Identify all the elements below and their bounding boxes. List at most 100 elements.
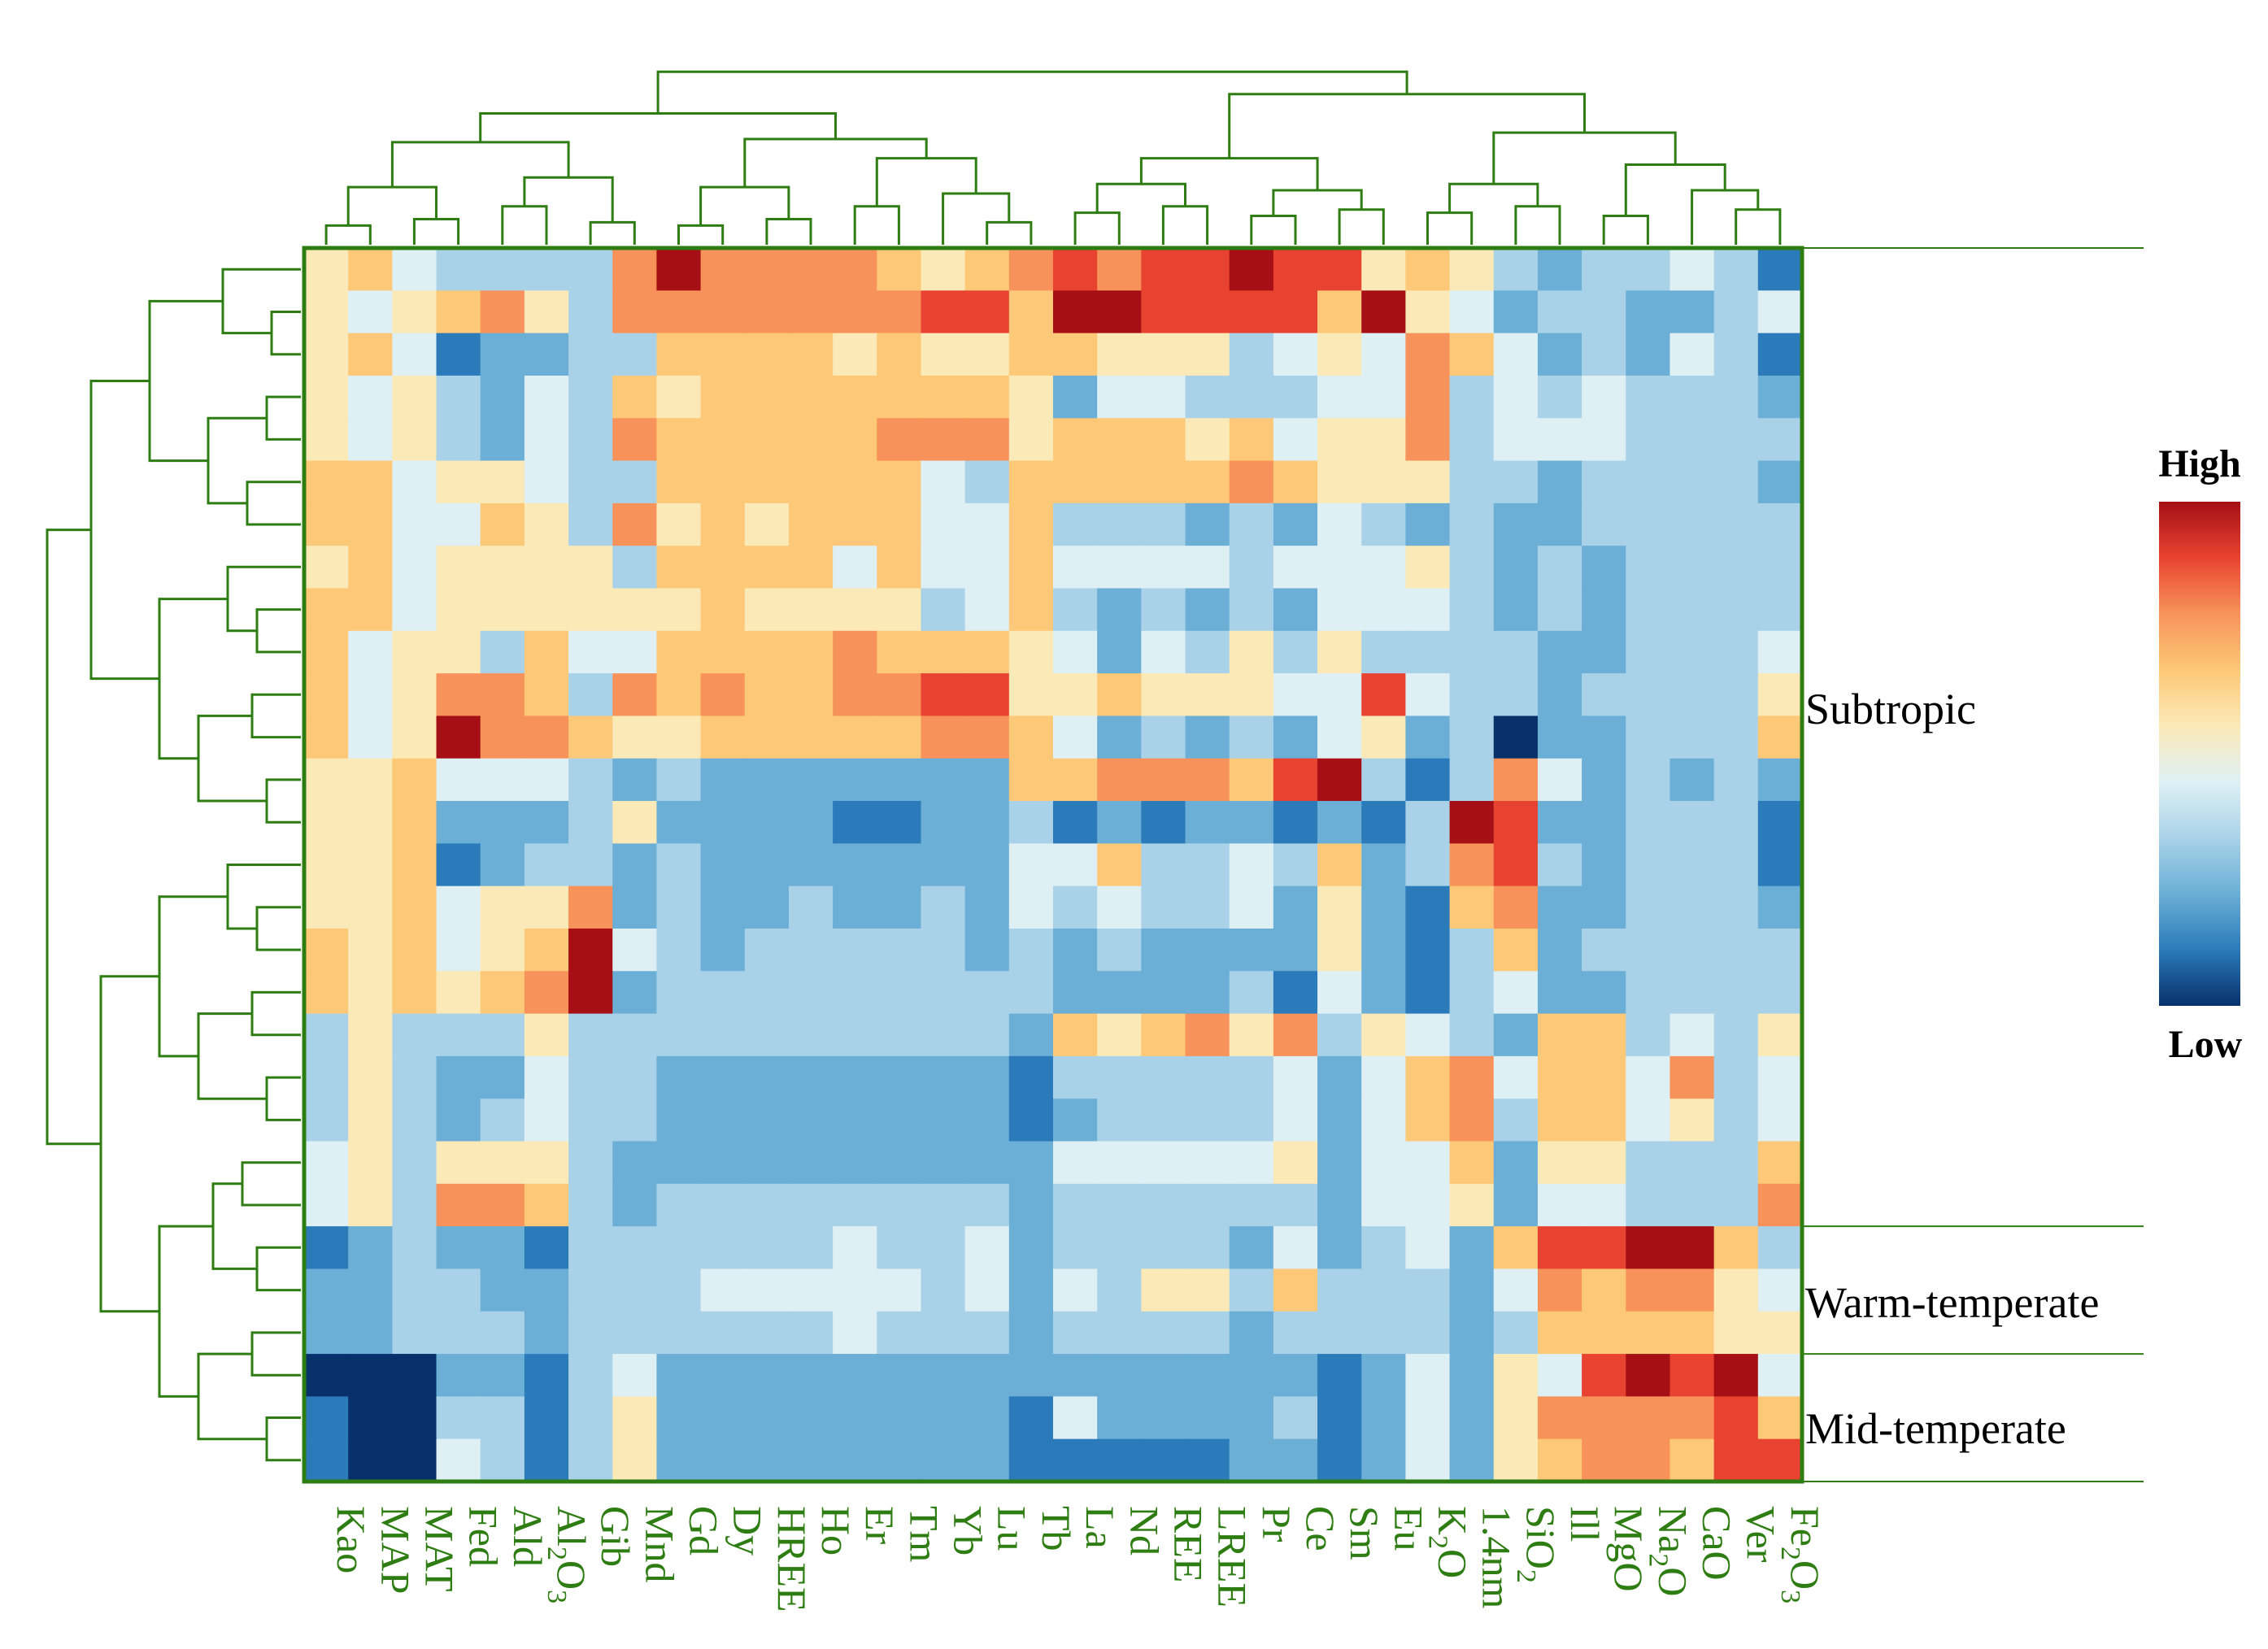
heatmap-cell-r26-Ill: [1537, 1354, 1582, 1397]
heatmap-cell-r17-MAP: [348, 971, 393, 1015]
heatmap-cell-r13-CaO: [1669, 801, 1715, 844]
heatmap-cell-r12-Al2O3: [524, 758, 569, 802]
dendrogram-branch: [211, 1182, 257, 1270]
heatmap-cell-r6-La: [1053, 503, 1098, 546]
heatmap-cell-r4-MAT: [392, 418, 437, 462]
heatmap-cell-r18-Al2O3: [524, 1013, 569, 1057]
heatmap-cell-r27-Fed: [436, 1396, 481, 1440]
heatmap-cell-r11-MAP: [348, 716, 393, 759]
heatmap-cell-r11-Ho: [788, 716, 834, 759]
heatmap-cell-r2-Kao: [304, 333, 349, 376]
heatmap-cell-r24-HREE: [744, 1268, 790, 1312]
dendrogram-branch: [207, 416, 267, 505]
heatmap-cell-r15-Yb: [921, 885, 966, 929]
heatmap-cell-r6-Nd: [1097, 503, 1142, 546]
heatmap-cell-r3-Na2O: [1626, 375, 1671, 419]
heatmap-cell-r7-MAT: [392, 546, 437, 590]
heatmap-cell-r9-Ver: [1713, 630, 1759, 674]
heatmap-cell-r18-Gd: [656, 1013, 702, 1057]
heatmap-cell-r15-Ald: [480, 885, 525, 929]
heatmap-cell-r8-Fed: [436, 588, 481, 632]
heatmap-cell-r14-SiO2: [1493, 843, 1539, 887]
heatmap-cell-r7-MAP: [348, 546, 393, 590]
column-label-la: La: [1077, 1506, 1123, 1549]
heatmap-cell-r7-Er: [833, 546, 877, 590]
heatmap-cell-r21-K2O: [1405, 1141, 1451, 1185]
heatmap-cell-r14-Yb: [921, 843, 966, 887]
heatmap-cell-r2-Eu: [1361, 333, 1407, 376]
heatmap-cell-r13-Tm: [877, 801, 922, 844]
column-label-er: Er: [857, 1506, 903, 1545]
heatmap-cell-r14-REE: [1141, 843, 1186, 887]
heatmap-cell-r26-MgO: [1582, 1354, 1626, 1397]
heatmap-cell-r17-La: [1053, 971, 1098, 1015]
dendrogram-branch: [1426, 211, 1474, 245]
heatmap-cell-r15-CaO: [1669, 885, 1715, 929]
heatmap-cell-r16-MAT: [392, 928, 437, 972]
heatmap-cell-r22-Gib: [568, 1183, 613, 1227]
heatmap-cell-r10-Nd: [1097, 673, 1142, 717]
heatmap-cell-r25-CaO: [1669, 1311, 1715, 1355]
heatmap-cell-r15-LREE: [1185, 885, 1230, 929]
heatmap-cell-r18-Tb: [1008, 1013, 1054, 1057]
heatmap-cell-r17-Fe2O3: [1757, 971, 1803, 1015]
heatmap-cell-r2-Fe2O3: [1757, 333, 1803, 376]
heatmap-cell-r5-SiO2: [1493, 460, 1539, 504]
heatmap-cell-r15-1.4nm: [1449, 885, 1495, 929]
heatmap-cell-r1-MAP: [348, 290, 393, 334]
heatmap-cell-r26-Fe2O3: [1757, 1354, 1803, 1397]
heatmap-cell-r5-Al2O3: [524, 460, 569, 504]
heatmap-cell-r11-Ill: [1537, 716, 1582, 759]
heatmap-cell-r6-Fed: [436, 503, 481, 546]
heatmap-cell-r1-Eu: [1361, 290, 1407, 334]
heatmap-cell-r11-Pr: [1229, 716, 1274, 759]
heatmap-cell-r14-Al2O3: [524, 843, 569, 887]
heatmap-cell-r22-Ver: [1713, 1183, 1759, 1227]
heatmap-cell-r4-Eu: [1361, 418, 1407, 462]
heatmap-cell-r5-Fed: [436, 460, 481, 504]
heatmap-cell-r14-Fed: [436, 843, 481, 887]
heatmap-cell-r1-Mnd: [612, 290, 658, 334]
heatmap-cell-r28-Gib: [568, 1438, 613, 1482]
heatmap-cell-r23-Ill: [1537, 1226, 1582, 1270]
heatmap-cell-r1-Lu: [964, 290, 1010, 334]
heatmap-cell-r3-Ce: [1273, 375, 1318, 419]
heatmap-cell-r7-Tm: [877, 546, 922, 590]
heatmap-cell-r21-Dy: [700, 1141, 746, 1185]
heatmap-cell-r12-Gib: [568, 758, 613, 802]
heatmap-cell-r3-La: [1053, 375, 1098, 419]
heatmap-cell-r0-MgO: [1582, 248, 1626, 291]
heatmap-cell-r2-SiO2: [1493, 333, 1539, 376]
heatmap-cell-r4-Ill: [1537, 418, 1582, 462]
heatmap-cell-r12-Dy: [700, 758, 746, 802]
heatmap-cell-r10-Ald: [480, 673, 525, 717]
heatmap-cell-r27-Sm: [1317, 1396, 1362, 1440]
heatmap-cell-r25-HREE: [744, 1311, 790, 1355]
heatmap-cell-r13-Yb: [921, 801, 966, 844]
heatmap-cell-r11-HREE: [744, 716, 790, 759]
heatmap-cell-r1-Ill: [1537, 290, 1582, 334]
heatmap-cell-r6-Eu: [1361, 503, 1407, 546]
heatmap-cell-r17-Tm: [877, 971, 922, 1015]
column-label-sio2: SiO2: [1511, 1506, 1564, 1583]
heatmap-cell-r3-Ho: [788, 375, 834, 419]
heatmap-cell-r2-Mnd: [612, 333, 658, 376]
heatmap-cell-r1-Na2O: [1626, 290, 1671, 334]
heatmap-cell-r2-Dy: [700, 333, 746, 376]
heatmap-cell-r18-MAT: [392, 1013, 437, 1057]
heatmap-cell-r4-Ver: [1713, 418, 1759, 462]
heatmap-cell-r5-MAP: [348, 460, 393, 504]
heatmap-cell-r20-Lu: [964, 1099, 1010, 1142]
heatmap-cell-r22-Ald: [480, 1183, 525, 1227]
dendrogram-branch: [250, 1331, 301, 1377]
heatmap-cell-r0-Gib: [568, 248, 613, 291]
heatmap-cell-r22-Gd: [656, 1183, 702, 1227]
heatmap-cell-r19-La: [1053, 1055, 1098, 1099]
heatmap-cell-r4-Pr: [1229, 418, 1274, 462]
heatmap-cell-r8-MAT: [392, 588, 437, 632]
heatmap-cell-r8-Fe2O3: [1757, 588, 1803, 632]
heatmap-cell-r16-Ill: [1537, 928, 1582, 972]
heatmap-cell-r19-Lu: [964, 1055, 1010, 1099]
heatmap-cell-r10-Tb: [1008, 673, 1054, 717]
heatmap-cell-r22-Fe2O3: [1757, 1183, 1803, 1227]
